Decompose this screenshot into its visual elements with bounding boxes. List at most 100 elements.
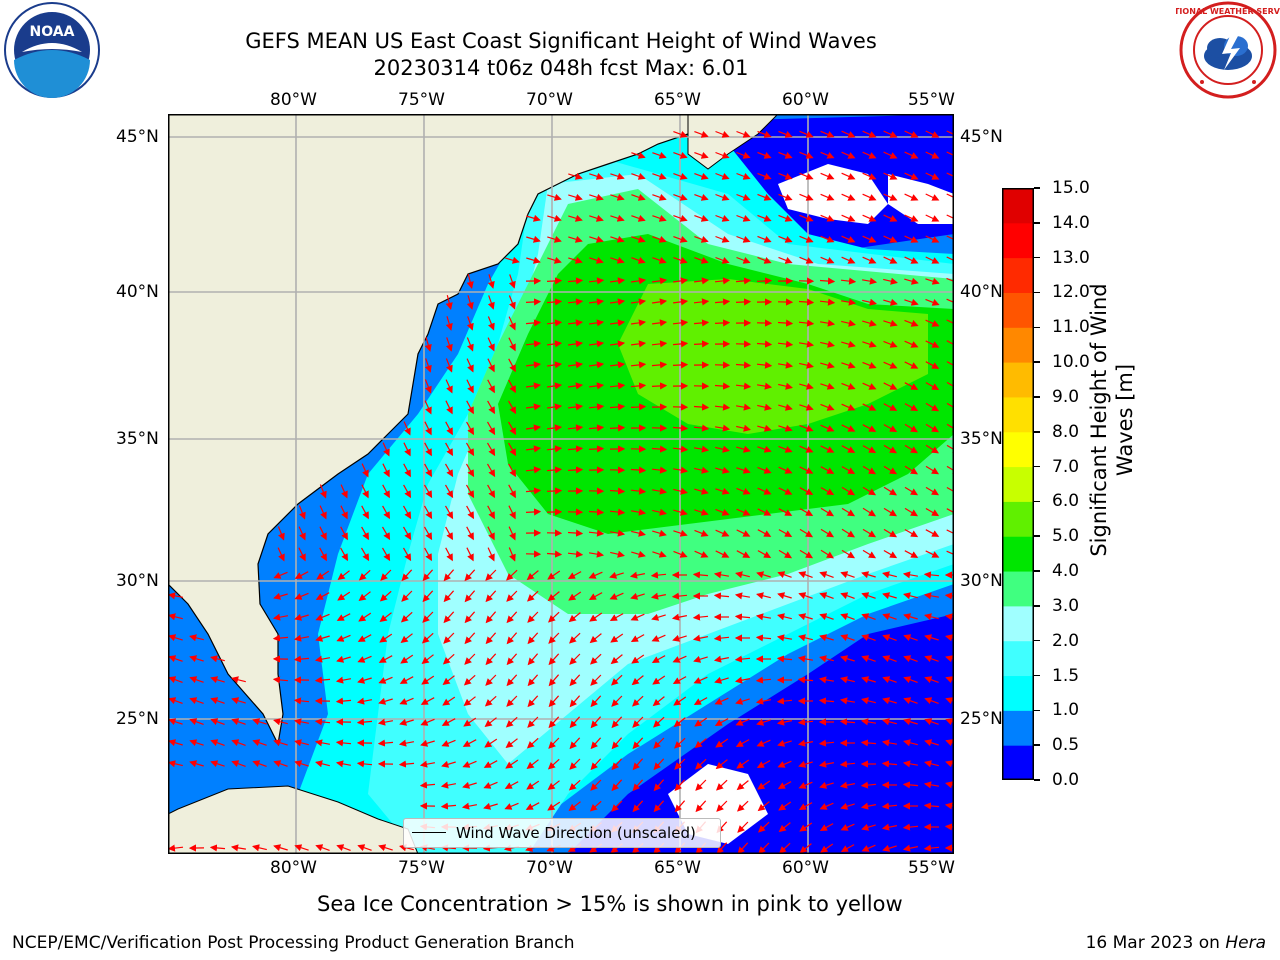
wave-direction-arrow (903, 655, 918, 663)
wave-direction-arrow (590, 653, 602, 665)
wave-direction-arrow (715, 550, 730, 558)
wave-direction-arrow (799, 130, 814, 138)
wave-direction-arrow (168, 844, 184, 852)
wave-direction-arrow (319, 484, 327, 499)
wave-direction-arrow (546, 445, 563, 453)
wave-direction-arrow (882, 697, 897, 705)
wave-direction-arrow (904, 298, 919, 306)
wave-direction-arrow (840, 277, 857, 285)
footer-left: NCEP/EMC/Verification Post Processing Pr… (12, 933, 575, 953)
wave-direction-arrow (714, 319, 731, 327)
wave-direction-arrow (337, 570, 350, 581)
wave-direction-arrow (716, 842, 728, 854)
wave-direction-arrow (508, 526, 516, 541)
wave-direction-arrow (693, 298, 710, 306)
wave-direction-arrow (361, 463, 369, 478)
wave-direction-arrow (611, 800, 623, 812)
wave-direction-arrow (904, 214, 919, 222)
wave-direction-arrow (382, 505, 390, 520)
wave-direction-arrow (210, 676, 225, 684)
wave-direction-arrow (273, 760, 288, 768)
wave-direction-arrow (820, 445, 835, 453)
wave-direction-arrow (881, 823, 898, 831)
wave-direction-arrow (424, 421, 432, 436)
wave-direction-arrow (419, 781, 436, 789)
wave-direction-arrow (924, 760, 939, 768)
wave-direction-arrow (883, 319, 898, 327)
wave-direction-arrow (590, 674, 602, 686)
wave-direction-arrow (589, 214, 604, 222)
wave-direction-arrow (294, 739, 309, 747)
lat-label-left: 30°N (116, 571, 159, 591)
wave-direction-arrow (715, 738, 729, 748)
wave-direction-arrow (508, 547, 516, 562)
wave-direction-arrow (736, 487, 751, 495)
wave-direction-arrow (797, 718, 814, 726)
wave-direction-arrow (653, 716, 665, 728)
wave-direction-arrow (756, 571, 771, 579)
wave-direction-arrow (694, 550, 709, 558)
wave-direction-arrow (736, 256, 751, 264)
wave-direction-arrow (589, 633, 602, 644)
wave-direction-arrow (925, 277, 940, 285)
wave-direction-arrow (588, 592, 603, 600)
wave-direction-arrow (630, 613, 645, 621)
no-data-patch (888, 174, 954, 224)
wave-direction-arrow (861, 697, 876, 705)
wave-direction-arrow (590, 716, 602, 729)
wave-direction-arrow (337, 591, 351, 601)
wave-direction-arrow (735, 298, 752, 306)
wave-direction-arrow (444, 463, 454, 478)
footer-machine: Hera (1225, 933, 1266, 953)
wave-direction-arrow (527, 716, 539, 728)
wave-direction-arrow (568, 403, 584, 411)
wave-direction-arrow (486, 463, 496, 478)
wave-direction-arrow (508, 463, 516, 478)
wave-direction-arrow (820, 403, 835, 411)
wave-direction-arrow (714, 676, 729, 684)
wave-direction-arrow (651, 487, 668, 495)
wave-direction-arrow (629, 571, 646, 579)
wave-direction-arrow (841, 340, 856, 348)
wave-direction-arrow (651, 382, 668, 390)
wave-direction-arrow (568, 340, 584, 348)
wave-direction-arrow (883, 424, 898, 432)
wave-direction-arrow (168, 613, 183, 621)
wave-direction-arrow (277, 547, 285, 562)
wave-direction-arrow (925, 340, 940, 348)
colorbar-tick-mark (1034, 709, 1040, 712)
wave-direction-arrow (757, 130, 772, 138)
wave-direction-arrow (632, 800, 644, 813)
wave-direction-arrow (818, 760, 835, 768)
wave-direction-arrow (507, 421, 517, 436)
wave-direction-arrow (925, 235, 940, 243)
wave-direction-arrow (737, 821, 749, 833)
wave-direction-arrow (673, 172, 688, 180)
wave-direction-arrow (841, 172, 856, 180)
wave-direction-arrow (694, 487, 709, 495)
wave-direction-arrow (590, 695, 602, 708)
wave-direction-arrow (525, 319, 542, 327)
wave-direction-arrow (340, 484, 348, 499)
wave-direction-arrow (358, 612, 372, 622)
wave-direction-arrow (650, 571, 667, 579)
wave-direction-arrow (862, 507, 877, 517)
wave-direction-arrow (673, 151, 688, 159)
wave-direction-arrow (715, 759, 728, 770)
wave-direction-arrow (485, 611, 497, 624)
wave-direction-arrow (298, 547, 306, 562)
wave-direction-arrow (504, 781, 519, 789)
wave-direction-arrow (463, 717, 477, 727)
wave-direction-arrow (443, 611, 455, 624)
wave-direction-arrow (777, 361, 794, 369)
wave-direction-arrow (273, 571, 288, 579)
wave-direction-arrow (715, 151, 730, 159)
wave-direction-arrow (440, 802, 457, 810)
wave-direction-arrow (231, 697, 246, 705)
wave-direction-arrow (778, 445, 793, 453)
wave-direction-arrow (778, 508, 793, 516)
wave-direction-arrow (420, 739, 435, 747)
wave-direction-arrow (925, 382, 940, 390)
wave-direction-arrow (861, 655, 876, 663)
wave-direction-arrow (672, 424, 689, 432)
